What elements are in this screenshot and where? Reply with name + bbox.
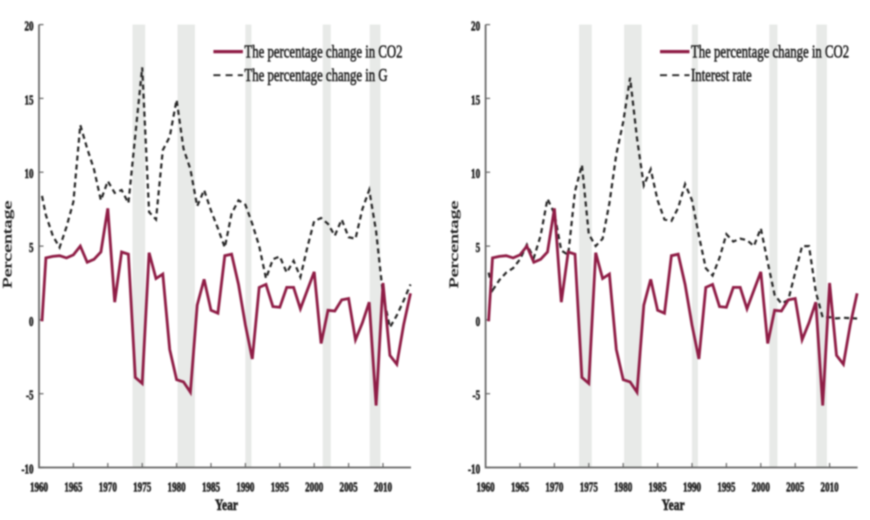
svg-text:1975: 1975: [580, 481, 598, 495]
svg-text:Interest rate: Interest rate: [691, 66, 752, 86]
svg-text:2000: 2000: [752, 481, 770, 495]
svg-text:-5: -5: [473, 389, 481, 403]
svg-text:1965: 1965: [511, 481, 529, 495]
svg-text:2010: 2010: [821, 481, 839, 495]
svg-text:5: 5: [476, 241, 481, 255]
svg-text:Percentage: Percentage: [447, 201, 461, 289]
svg-text:0: 0: [476, 315, 481, 329]
svg-text:0: 0: [29, 315, 34, 329]
svg-text:The percentage change in G: The percentage change in G: [244, 66, 387, 86]
svg-text:10: 10: [471, 168, 480, 182]
svg-text:10: 10: [24, 168, 33, 182]
svg-text:1990: 1990: [683, 481, 701, 495]
svg-text:1975: 1975: [133, 481, 151, 495]
svg-text:-5: -5: [26, 389, 34, 403]
svg-text:20: 20: [24, 20, 33, 34]
svg-text:5: 5: [29, 241, 34, 255]
svg-text:1980: 1980: [614, 481, 632, 495]
svg-text:1970: 1970: [545, 481, 563, 495]
svg-text:Year: Year: [662, 497, 685, 514]
svg-text:15: 15: [471, 94, 480, 108]
svg-text:2000: 2000: [305, 481, 323, 495]
svg-text:15: 15: [24, 94, 33, 108]
svg-text:1985: 1985: [202, 481, 220, 495]
svg-text:The percentage change in CO2: The percentage change in CO2: [691, 43, 849, 63]
svg-text:1970: 1970: [99, 481, 117, 495]
svg-text:1990: 1990: [236, 481, 254, 495]
svg-text:1995: 1995: [271, 481, 289, 495]
svg-text:1985: 1985: [649, 481, 667, 495]
svg-text:Year: Year: [215, 497, 238, 514]
svg-text:1965: 1965: [64, 481, 82, 495]
svg-text:Percentage: Percentage: [0, 201, 14, 289]
svg-text:1980: 1980: [168, 481, 186, 495]
svg-text:The percentage change in CO2: The percentage change in CO2: [244, 43, 402, 63]
svg-text:1960: 1960: [30, 481, 48, 495]
svg-text:-10: -10: [468, 463, 480, 477]
svg-text:1960: 1960: [477, 481, 495, 495]
svg-text:1995: 1995: [717, 481, 735, 495]
svg-text:2010: 2010: [374, 481, 392, 495]
svg-text:2005: 2005: [786, 481, 804, 495]
svg-text:20: 20: [471, 20, 480, 34]
svg-text:2005: 2005: [340, 481, 358, 495]
svg-text:-10: -10: [21, 463, 33, 477]
